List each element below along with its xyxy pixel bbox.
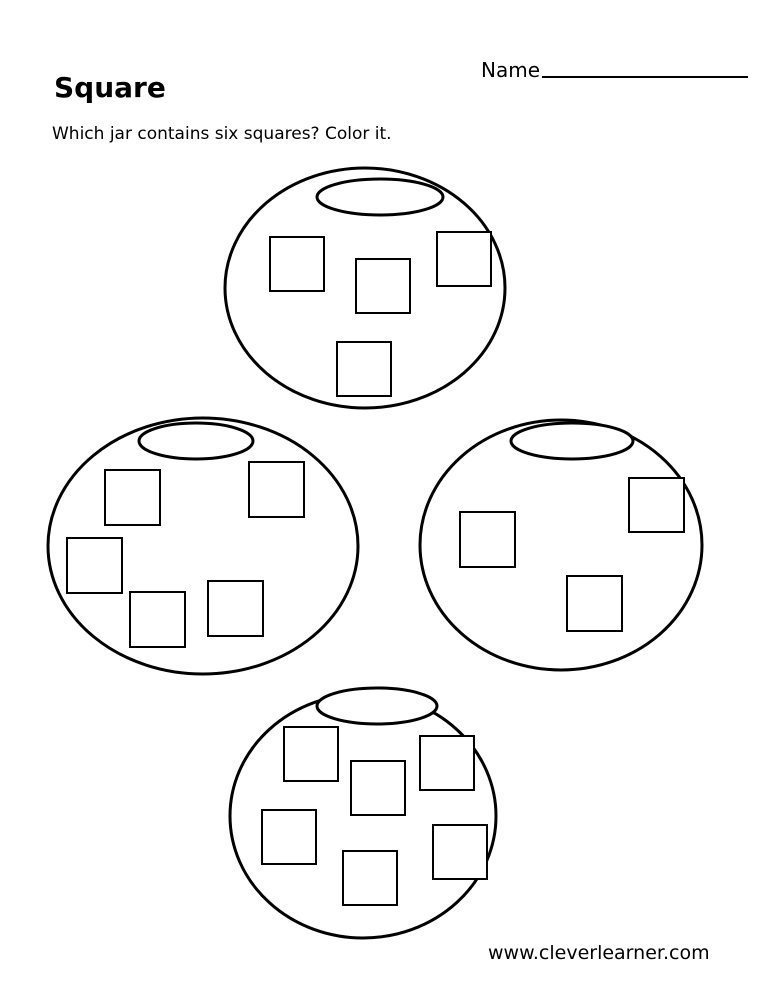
square [336,341,392,397]
jar-rim [137,421,255,461]
square [436,231,492,287]
name-label: Name [481,58,541,82]
square [66,537,123,594]
square [566,575,623,632]
jar-rim [509,421,635,461]
name-line[interactable] [542,76,749,78]
square [350,760,406,816]
square [207,580,264,637]
jar-bottom[interactable] [228,686,498,940]
square [459,511,516,568]
square [261,809,317,865]
footer-url: www.cleverlearner.com [488,942,710,964]
square [628,477,685,533]
square [104,469,161,526]
square [269,236,325,292]
jar-rim [315,686,439,726]
name-field: Name [481,54,749,82]
square [248,461,305,518]
jar-left[interactable] [46,416,360,676]
jar-right[interactable] [418,418,704,672]
square [355,258,411,314]
jar-top[interactable] [223,166,507,410]
square [419,735,475,791]
square [129,591,186,648]
square [342,850,398,906]
worksheet-title: Square [54,71,166,104]
instruction-text: Which jar contains six squares? Color it… [52,124,392,144]
jar-rim [315,177,445,217]
square [432,824,488,880]
square [283,726,339,782]
